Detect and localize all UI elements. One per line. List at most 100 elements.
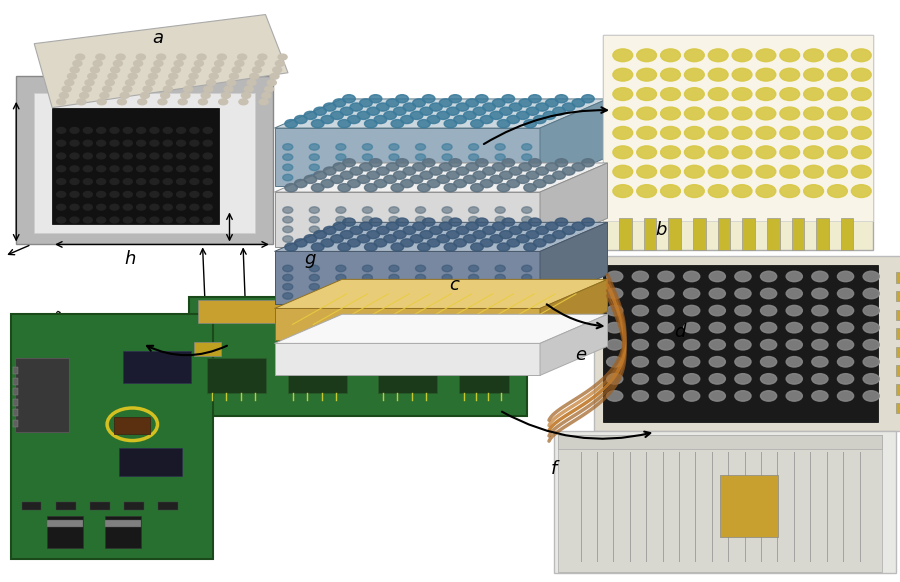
Circle shape bbox=[804, 68, 824, 81]
Circle shape bbox=[283, 154, 293, 161]
Circle shape bbox=[203, 140, 212, 146]
Circle shape bbox=[838, 271, 854, 282]
Circle shape bbox=[469, 207, 479, 213]
Circle shape bbox=[613, 165, 633, 178]
Circle shape bbox=[383, 175, 396, 183]
Circle shape bbox=[735, 322, 752, 333]
Circle shape bbox=[495, 144, 505, 150]
Circle shape bbox=[632, 374, 648, 384]
Circle shape bbox=[70, 191, 79, 197]
Circle shape bbox=[111, 67, 120, 73]
Circle shape bbox=[469, 144, 479, 150]
Circle shape bbox=[469, 217, 479, 223]
Circle shape bbox=[137, 191, 146, 197]
Circle shape bbox=[386, 163, 399, 171]
Circle shape bbox=[492, 99, 505, 107]
Circle shape bbox=[403, 103, 416, 111]
Polygon shape bbox=[34, 15, 288, 108]
Circle shape bbox=[760, 391, 777, 401]
Circle shape bbox=[851, 88, 871, 101]
Text: 4.5 cm: 4.5 cm bbox=[183, 328, 204, 377]
Circle shape bbox=[442, 154, 452, 161]
Circle shape bbox=[613, 68, 633, 81]
Circle shape bbox=[86, 80, 94, 86]
Circle shape bbox=[495, 164, 505, 171]
Circle shape bbox=[215, 61, 223, 66]
Circle shape bbox=[256, 61, 265, 66]
Circle shape bbox=[110, 179, 119, 184]
Polygon shape bbox=[540, 99, 608, 186]
Circle shape bbox=[383, 235, 396, 243]
Circle shape bbox=[420, 171, 433, 179]
Circle shape bbox=[442, 236, 452, 242]
Circle shape bbox=[203, 204, 212, 210]
Circle shape bbox=[304, 235, 317, 243]
Circle shape bbox=[442, 293, 452, 299]
Circle shape bbox=[57, 99, 66, 105]
Circle shape bbox=[519, 99, 532, 107]
Circle shape bbox=[257, 54, 266, 60]
Circle shape bbox=[70, 204, 79, 210]
Circle shape bbox=[562, 167, 575, 175]
Bar bbox=[896, 291, 900, 301]
Circle shape bbox=[184, 86, 193, 92]
Circle shape bbox=[350, 167, 363, 175]
Circle shape bbox=[97, 99, 106, 105]
Circle shape bbox=[203, 153, 212, 159]
Circle shape bbox=[658, 339, 674, 350]
Circle shape bbox=[442, 283, 452, 290]
Circle shape bbox=[137, 179, 146, 184]
Circle shape bbox=[294, 179, 307, 187]
Circle shape bbox=[176, 153, 185, 159]
Circle shape bbox=[304, 111, 317, 119]
Circle shape bbox=[416, 283, 426, 290]
Bar bbox=[47, 516, 83, 548]
Circle shape bbox=[163, 127, 172, 133]
Circle shape bbox=[262, 93, 271, 98]
Circle shape bbox=[524, 243, 536, 251]
Circle shape bbox=[519, 222, 532, 230]
Circle shape bbox=[249, 73, 259, 79]
Circle shape bbox=[202, 93, 211, 98]
Bar bbox=[554, 431, 896, 573]
Circle shape bbox=[526, 230, 539, 239]
Circle shape bbox=[238, 99, 248, 105]
Circle shape bbox=[333, 163, 346, 171]
Circle shape bbox=[314, 230, 327, 239]
Circle shape bbox=[733, 126, 751, 139]
Circle shape bbox=[396, 95, 409, 103]
Circle shape bbox=[310, 144, 320, 150]
Circle shape bbox=[238, 54, 247, 60]
Circle shape bbox=[495, 283, 505, 290]
Circle shape bbox=[73, 61, 82, 66]
Bar bbox=[114, 417, 150, 434]
Circle shape bbox=[553, 171, 565, 179]
Circle shape bbox=[146, 80, 155, 86]
Circle shape bbox=[389, 293, 399, 299]
Circle shape bbox=[466, 222, 479, 230]
Circle shape bbox=[84, 153, 93, 159]
Circle shape bbox=[779, 184, 799, 197]
Circle shape bbox=[572, 163, 585, 171]
Circle shape bbox=[708, 107, 728, 120]
Circle shape bbox=[522, 164, 532, 171]
Circle shape bbox=[735, 306, 752, 316]
Circle shape bbox=[84, 127, 93, 133]
Circle shape bbox=[197, 54, 206, 60]
Circle shape bbox=[581, 95, 594, 103]
Circle shape bbox=[163, 204, 172, 210]
Circle shape bbox=[310, 207, 320, 213]
Circle shape bbox=[735, 357, 752, 367]
Circle shape bbox=[176, 54, 185, 60]
Circle shape bbox=[203, 166, 212, 172]
Circle shape bbox=[413, 99, 426, 107]
Circle shape bbox=[661, 49, 680, 62]
Text: 11.5 cm: 11.5 cm bbox=[211, 368, 266, 382]
Circle shape bbox=[386, 99, 399, 107]
Circle shape bbox=[241, 93, 250, 98]
Circle shape bbox=[471, 120, 483, 128]
Circle shape bbox=[709, 271, 725, 282]
Circle shape bbox=[708, 88, 728, 101]
Circle shape bbox=[497, 120, 509, 128]
Circle shape bbox=[519, 163, 532, 171]
